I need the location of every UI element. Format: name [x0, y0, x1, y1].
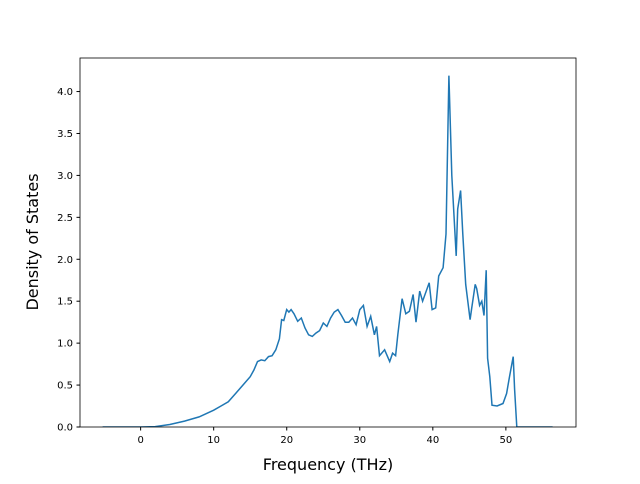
y-tick-label: 1.0 [57, 339, 73, 350]
line [102, 75, 553, 427]
y-tick-label: 3.5 [57, 129, 73, 140]
x-tick-label: 30 [353, 435, 366, 446]
y-tick-label: 2.5 [57, 213, 73, 224]
y-axis-label: Density of States [23, 173, 42, 310]
x-tick-label: 40 [426, 435, 439, 446]
y-tick-label: 0.0 [57, 423, 73, 434]
x-tick-label: 0 [137, 435, 143, 446]
x-tick-label: 50 [500, 435, 513, 446]
y-tick-label: 4.0 [57, 87, 73, 98]
x-axis-label: Frequency (THz) [263, 455, 393, 474]
x-tick-label: 20 [280, 435, 293, 446]
y-tick-label: 2.0 [57, 255, 73, 266]
y-tick-label: 3.0 [57, 171, 73, 182]
y-tick-label: 1.5 [57, 297, 73, 308]
x-tick-label: 10 [207, 435, 220, 446]
y-tick-label: 0.5 [57, 381, 73, 392]
plot-frame [79, 57, 577, 428]
